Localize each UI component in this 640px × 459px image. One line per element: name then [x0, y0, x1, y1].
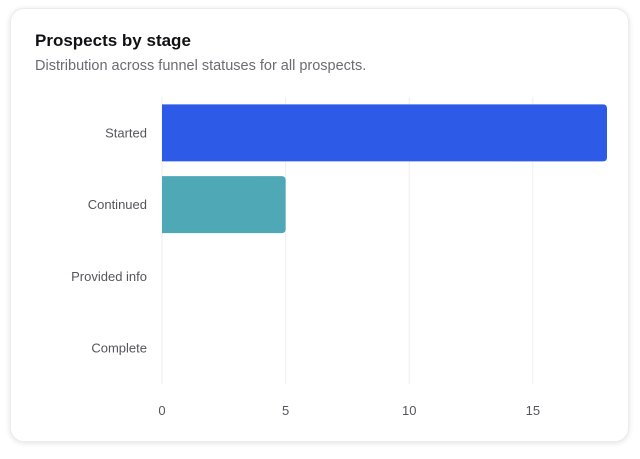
x-tick-label-10: 10 [402, 403, 416, 418]
x-tick-label-5: 5 [282, 403, 289, 418]
x-tick-label-0: 0 [158, 403, 165, 418]
bars [162, 104, 607, 234]
category-labels: Started Continued Provided info Complete [71, 125, 147, 355]
chart-title: Prospects by stage [35, 31, 191, 50]
category-label-continued: Continued [88, 197, 147, 212]
x-tick-label-15: 15 [526, 403, 540, 418]
chart-card: Prospects by stage Distribution across f… [10, 8, 629, 442]
chart-subtitle: Distribution across funnel statuses for … [35, 58, 367, 74]
bar-chart: Started Continued Provided info Complete 0 5… [71, 97, 607, 418]
category-label-complete: Complete [91, 341, 147, 356]
bar-continued[interactable] [162, 176, 286, 234]
category-label-started: Started [105, 125, 147, 140]
x-axis-ticks: 0 5 10 15 [158, 403, 540, 418]
category-label-provided-info: Provided info [71, 269, 147, 284]
bar-started[interactable] [162, 104, 607, 162]
